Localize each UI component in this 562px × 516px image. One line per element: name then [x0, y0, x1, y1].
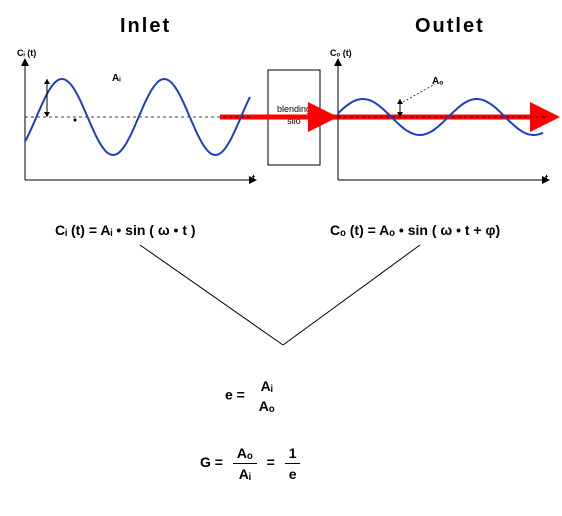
G-num: Aₒ — [233, 445, 257, 463]
inlet-ylabel: Cᵢ (t) — [17, 48, 36, 58]
outlet-amp-label: Aₒ — [432, 76, 443, 87]
G-den: Aᵢ — [233, 463, 257, 482]
converge-right — [283, 245, 420, 345]
inlet-xlabel: t — [252, 173, 255, 183]
G-fraction-2: 1 e — [285, 445, 301, 482]
e-num: Aᵢ — [255, 378, 279, 396]
silo-label-1: blending — [277, 104, 311, 114]
outlet-ylabel: Cₒ (t) — [330, 48, 352, 58]
e-den: Aₒ — [255, 396, 279, 414]
inlet-equation: Cᵢ (t) = Aᵢ • sin ( ω • t ) — [55, 222, 196, 238]
G-fraction-1: Aₒ Aᵢ — [233, 445, 257, 482]
G2-den: e — [285, 463, 301, 482]
outlet-xlabel: t — [545, 173, 548, 183]
G-equals: = — [267, 454, 275, 470]
G2-num: 1 — [285, 445, 301, 463]
outlet-equation: Cₒ (t) = Aₒ • sin ( ω • t + φ) — [330, 222, 500, 238]
e-label: e = — [225, 387, 245, 403]
e-fraction: Aᵢ Aₒ — [255, 378, 279, 414]
inlet-chart — [15, 55, 260, 185]
G-equation: G = Aₒ Aᵢ = 1 e — [200, 445, 306, 482]
e-equation: e = Aᵢ Aₒ — [225, 378, 285, 414]
outlet-chart — [328, 55, 553, 185]
converge-left — [140, 245, 283, 345]
inlet-amp-label: Aᵢ — [112, 73, 121, 84]
G-label: G = — [200, 454, 223, 470]
